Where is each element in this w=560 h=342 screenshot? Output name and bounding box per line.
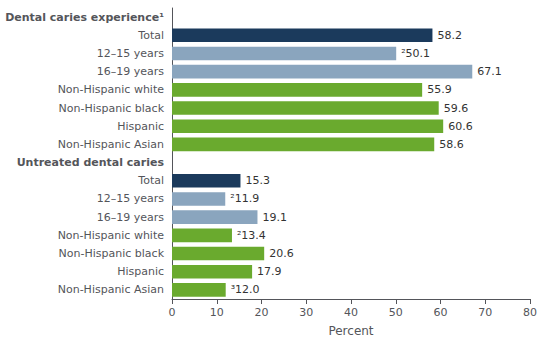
- svg-text:Non-Hispanic Asian: Non-Hispanic Asian: [58, 138, 164, 151]
- svg-text:30: 30: [299, 306, 313, 319]
- svg-text:²13.4: ²13.4: [237, 229, 266, 242]
- svg-text:60: 60: [434, 306, 448, 319]
- svg-text:Untreated dental caries: Untreated dental caries: [17, 156, 165, 169]
- svg-text:Non-Hispanic Asian: Non-Hispanic Asian: [58, 283, 164, 296]
- svg-text:59.6: 59.6: [444, 102, 469, 115]
- svg-text:17.9: 17.9: [257, 265, 282, 278]
- svg-text:67.1: 67.1: [477, 65, 502, 78]
- svg-text:Total: Total: [137, 174, 164, 187]
- svg-text:15.3: 15.3: [245, 174, 270, 187]
- svg-text:Total: Total: [137, 29, 164, 42]
- svg-text:70: 70: [478, 306, 492, 319]
- svg-text:Non-Hispanic black: Non-Hispanic black: [59, 102, 165, 115]
- svg-text:0: 0: [169, 306, 176, 319]
- svg-text:Non-Hispanic white: Non-Hispanic white: [58, 83, 165, 96]
- svg-text:Non-Hispanic black: Non-Hispanic black: [59, 247, 165, 260]
- svg-text:58.2: 58.2: [437, 29, 462, 42]
- svg-text:Percent: Percent: [328, 324, 373, 338]
- svg-text:Non-Hispanic white: Non-Hispanic white: [58, 229, 165, 242]
- svg-text:16–19 years: 16–19 years: [97, 211, 165, 224]
- svg-text:²11.9: ²11.9: [230, 192, 259, 205]
- svg-text:20: 20: [255, 306, 269, 319]
- svg-text:19.1: 19.1: [262, 211, 287, 224]
- svg-text:12–15 years: 12–15 years: [97, 47, 165, 60]
- svg-text:20.6: 20.6: [269, 247, 294, 260]
- svg-text:40: 40: [344, 306, 358, 319]
- svg-text:16–19 years: 16–19 years: [97, 65, 165, 78]
- svg-text:²50.1: ²50.1: [401, 47, 430, 60]
- svg-text:50: 50: [389, 306, 403, 319]
- svg-text:Hispanic: Hispanic: [117, 120, 164, 133]
- svg-text:60.6: 60.6: [448, 120, 473, 133]
- svg-text:Dental caries experience¹: Dental caries experience¹: [5, 11, 164, 24]
- svg-text:55.9: 55.9: [427, 83, 452, 96]
- svg-text:Hispanic: Hispanic: [117, 265, 164, 278]
- svg-text:58.6: 58.6: [439, 138, 464, 151]
- svg-text:80: 80: [523, 306, 537, 319]
- svg-text:³12.0: ³12.0: [231, 283, 260, 296]
- svg-text:12–15 years: 12–15 years: [97, 192, 165, 205]
- svg-text:10: 10: [210, 306, 224, 319]
